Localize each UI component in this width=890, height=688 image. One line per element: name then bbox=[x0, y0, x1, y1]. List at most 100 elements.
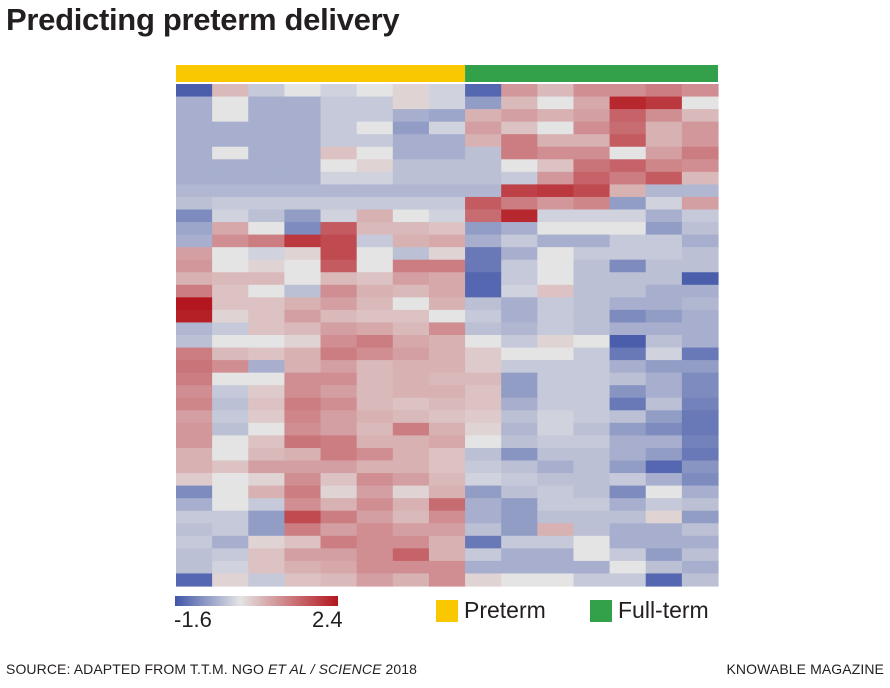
heatmap-cell bbox=[356, 460, 394, 474]
legend-label-preterm: Preterm bbox=[464, 597, 546, 623]
heatmap-cell bbox=[428, 109, 466, 123]
heatmap-cell bbox=[392, 272, 430, 286]
color-scale-min-label: -1.6 bbox=[174, 607, 212, 632]
heatmap-cell bbox=[320, 385, 358, 399]
heatmap-cell bbox=[248, 360, 285, 374]
heatmap-cell bbox=[248, 347, 285, 361]
heatmap-cell bbox=[609, 234, 647, 248]
heatmap-cell bbox=[465, 360, 502, 374]
heatmap-cell bbox=[248, 234, 285, 248]
heatmap-cell bbox=[284, 121, 322, 135]
heatmap-cell bbox=[176, 184, 213, 198]
heatmap-cell bbox=[501, 96, 538, 110]
heatmap-cell bbox=[573, 360, 611, 374]
heatmap-cell bbox=[176, 84, 213, 98]
heatmap-cell bbox=[320, 447, 358, 462]
heatmap-cell bbox=[428, 360, 466, 374]
heatmap-cell bbox=[320, 372, 358, 386]
heatmap-cell bbox=[609, 84, 647, 98]
heatmap-cell bbox=[392, 447, 430, 462]
heatmap-cell bbox=[428, 548, 466, 562]
heatmap-cell bbox=[428, 96, 466, 110]
heatmap-cell bbox=[537, 196, 575, 211]
heatmap-cell bbox=[609, 510, 647, 524]
heatmap-cell bbox=[248, 222, 285, 236]
heatmap-cell bbox=[609, 385, 647, 399]
heatmap-cell bbox=[320, 535, 358, 549]
heatmap-cell bbox=[212, 309, 249, 324]
heatmap-cell bbox=[284, 473, 322, 487]
heatmap-cell bbox=[284, 422, 322, 436]
heatmap-cell bbox=[681, 460, 719, 474]
heatmap-cell bbox=[609, 422, 647, 436]
heatmap-cell bbox=[428, 573, 466, 587]
heatmap-cell bbox=[465, 146, 502, 160]
heatmap-cell bbox=[428, 535, 466, 549]
heatmap-cell bbox=[501, 460, 538, 474]
heatmap-cell bbox=[573, 84, 611, 98]
group-bar-preterm bbox=[176, 65, 466, 82]
heatmap-cell bbox=[212, 560, 249, 575]
heatmap-cell bbox=[320, 134, 358, 148]
heatmap-cell bbox=[320, 272, 358, 286]
heatmap-cell bbox=[320, 234, 358, 248]
heatmap-cell bbox=[356, 84, 394, 98]
heatmap-cell bbox=[537, 134, 575, 148]
heatmap-cell bbox=[392, 498, 430, 512]
heatmap-cell bbox=[320, 548, 358, 562]
heatmap-cell bbox=[320, 560, 358, 575]
heatmap-cell bbox=[681, 96, 719, 110]
heatmap-cell bbox=[176, 447, 213, 462]
heatmap-cell bbox=[609, 222, 647, 236]
heatmap-cell bbox=[681, 498, 719, 512]
heatmap-cell bbox=[356, 146, 394, 160]
heatmap-cell bbox=[356, 535, 394, 549]
heatmap-cell bbox=[609, 171, 647, 185]
heatmap-cell bbox=[356, 272, 394, 286]
heatmap-cell bbox=[428, 272, 466, 286]
heatmap-cell bbox=[501, 410, 538, 424]
heatmap-cell bbox=[537, 347, 575, 361]
heatmap-cell bbox=[465, 485, 502, 499]
heatmap-cell bbox=[212, 410, 249, 424]
heatmap-cell bbox=[537, 573, 575, 587]
heatmap-cell bbox=[573, 159, 611, 173]
heatmap-cell bbox=[248, 523, 285, 537]
heatmap-cell bbox=[573, 410, 611, 424]
heatmap-cell bbox=[681, 322, 719, 336]
heatmap-cell bbox=[356, 322, 394, 336]
heatmap-cell bbox=[320, 171, 358, 185]
heatmap-cell bbox=[356, 209, 394, 223]
heatmap-cell bbox=[537, 284, 575, 298]
heatmap-cell bbox=[356, 523, 394, 537]
heatmap-cell bbox=[284, 222, 322, 236]
heatmap-cell bbox=[284, 447, 322, 462]
heatmap-cell bbox=[176, 385, 213, 399]
heatmap-cell bbox=[248, 385, 285, 399]
heatmap-cell bbox=[537, 96, 575, 110]
heatmap-cell bbox=[248, 121, 285, 135]
heatmap-cell bbox=[212, 272, 249, 286]
heatmap-cell bbox=[356, 96, 394, 110]
heatmap-cell bbox=[176, 209, 213, 223]
heatmap-cell bbox=[645, 234, 683, 248]
heatmap-cell bbox=[320, 322, 358, 336]
heatmap-cell bbox=[501, 184, 538, 198]
heatmap-cell bbox=[573, 498, 611, 512]
heatmap-cell bbox=[248, 485, 285, 499]
heatmap-cell bbox=[356, 134, 394, 148]
heatmap-cell bbox=[465, 309, 502, 324]
heatmap-cell bbox=[176, 247, 213, 261]
heatmap-cell bbox=[573, 96, 611, 110]
heatmap-cell bbox=[645, 548, 683, 562]
heatmap-cell bbox=[248, 460, 285, 474]
heatmap-cell bbox=[645, 535, 683, 549]
heatmap-cell bbox=[212, 447, 249, 462]
heatmap-cell bbox=[176, 372, 213, 386]
heatmap-cell bbox=[609, 523, 647, 537]
heatmap-cell bbox=[645, 573, 683, 587]
heatmap-cell bbox=[573, 322, 611, 336]
heatmap-cell bbox=[681, 360, 719, 374]
heatmap-cell bbox=[284, 372, 322, 386]
heatmap-cell bbox=[392, 397, 430, 411]
